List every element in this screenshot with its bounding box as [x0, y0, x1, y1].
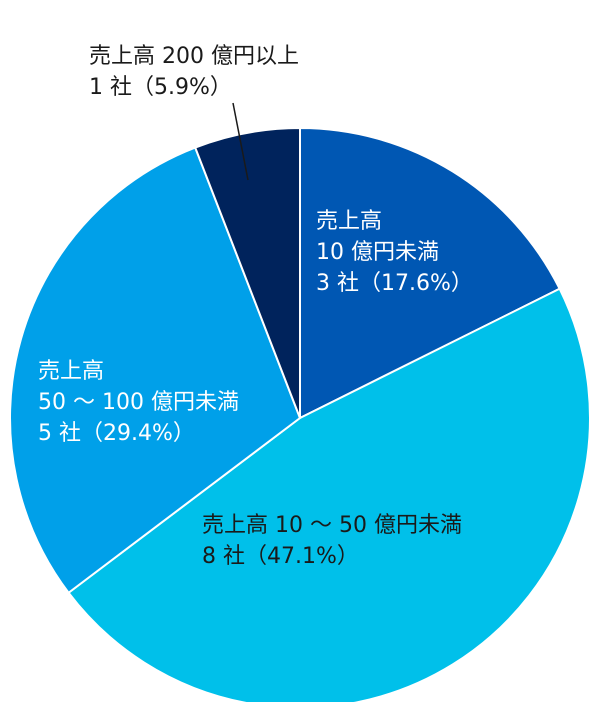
slice-label-under-10oku-line-2: 10 億円未満 [316, 240, 439, 265]
slice-label-50-100oku: 売上高 50 ～ 100 億円未満 5 社（29.4%） [38, 359, 246, 446]
pie-slice-over-200oku [193, 126, 301, 419]
slice-label-10-50oku-line-2: 8 社（47.1%） [202, 544, 359, 569]
slice-label-50-100oku-line-1: 売上高 [38, 359, 104, 384]
pie-slice-10-50oku [67, 287, 591, 702]
slice-label-under-10oku-line-3: 3 社（17.6%） [316, 271, 473, 296]
leader-line-200oku [232, 102, 249, 181]
slice-label-10-50oku-line-1: 売上高 10 ～ 50 億円未満 [202, 513, 462, 538]
slice-label-over-200oku-line-1: 売上高 200 億円以上 [89, 44, 299, 69]
pie-slice-50-100oku [9, 146, 302, 595]
slice-label-under-10oku-line-1: 売上高 [316, 209, 382, 234]
slice-label-10-50oku: 売上高 10 ～ 50 億円未満 8 社（47.1%） [202, 513, 469, 569]
pie-slices [9, 126, 591, 702]
slice-label-over-200oku: 売上高 200 億円以上 1 社（5.9%） [89, 44, 306, 100]
slice-label-under-10oku: 売上高 10 億円未満 3 社（17.6%） [316, 209, 473, 296]
slice-label-50-100oku-line-2: 50 ～ 100 億円未満 [38, 390, 239, 415]
pie-slice-under-10oku [299, 126, 561, 420]
slice-label-over-200oku-line-2: 1 社（5.9%） [89, 75, 232, 100]
slice-label-50-100oku-line-3: 5 社（29.4%） [38, 421, 195, 446]
